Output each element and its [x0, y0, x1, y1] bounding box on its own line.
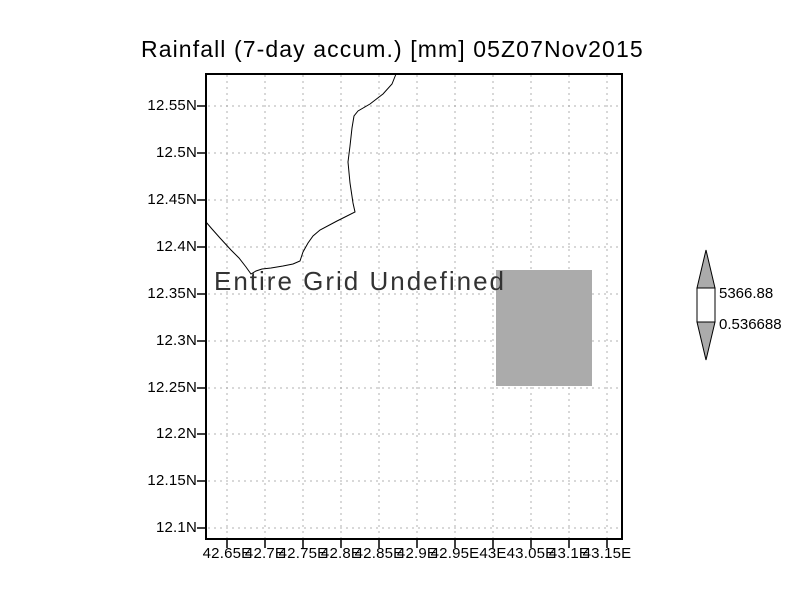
- x-axis-tick-label: 42.85E: [354, 545, 404, 562]
- colorbar-box: [696, 287, 716, 323]
- y-axis-tick-label: 12.1N: [155, 519, 197, 536]
- plot-title: Rainfall (7-day accum.) [mm] 05Z07Nov201…: [141, 36, 644, 62]
- x-axis-tick-label: 43E: [479, 545, 507, 562]
- coastline: [205, 73, 397, 275]
- colorbar-max-label: 5366.88: [719, 285, 774, 302]
- x-axis-tick-label: 42.8E: [320, 545, 362, 562]
- x-axis-tick-label: 42.75E: [278, 545, 328, 562]
- y-axis-tick-label: 12.2N: [155, 425, 197, 442]
- coastline-path: [205, 73, 397, 275]
- colorbar-min-label: 0.536688: [719, 316, 782, 333]
- y-axis-tick-label: 12.55N: [147, 97, 197, 114]
- undefined-region-shade: [496, 270, 592, 386]
- plot-border: [205, 73, 623, 540]
- x-axis-tick-label: 42.9E: [396, 545, 438, 562]
- x-axis-tick-label: 42.7E: [244, 545, 286, 562]
- x-axis-tick-label: 42.65E: [202, 545, 252, 562]
- x-axis-tick-label: 43.05E: [506, 545, 556, 562]
- axis-ticks: [197, 105, 608, 548]
- colorbar-lower-arrow: [696, 321, 716, 361]
- y-axis-tick-label: 12.5N: [155, 144, 197, 161]
- y-axis-tick-label: 12.25N: [147, 379, 197, 396]
- colorbar-upper-arrow: [696, 249, 716, 289]
- x-axis-tick-label: 43.15E: [582, 545, 632, 562]
- x-axis-tick-label: 42.95E: [430, 545, 480, 562]
- y-axis-tick-label: 12.15N: [147, 472, 197, 489]
- gridlines: [208, 75, 620, 538]
- x-axis-tick-label: 43.1E: [548, 545, 590, 562]
- y-axis-tick-label: 12.4N: [155, 238, 197, 255]
- y-axis-tick-label: 12.35N: [147, 285, 197, 302]
- colorbar: [696, 249, 716, 361]
- undefined-grid-message: Entire Grid Undefined: [214, 266, 507, 296]
- y-axis-tick-label: 12.3N: [155, 332, 197, 349]
- y-axis-tick-label: 12.45N: [147, 191, 197, 208]
